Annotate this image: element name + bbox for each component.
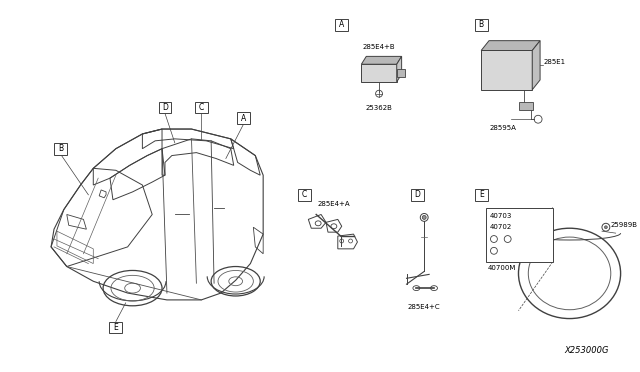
Polygon shape <box>481 41 540 51</box>
Text: 40700M: 40700M <box>488 264 516 270</box>
Text: C: C <box>198 103 204 112</box>
Bar <box>475 189 488 201</box>
Text: A: A <box>339 20 344 29</box>
Text: 25362B: 25362B <box>365 106 392 112</box>
Ellipse shape <box>604 226 607 229</box>
Bar <box>298 189 311 201</box>
Text: X253000G: X253000G <box>564 346 609 355</box>
Text: B: B <box>58 144 63 153</box>
Polygon shape <box>362 57 402 64</box>
Polygon shape <box>362 64 397 82</box>
Bar <box>159 102 172 113</box>
Text: E: E <box>113 323 118 332</box>
Bar <box>486 208 553 262</box>
Text: A: A <box>241 114 246 123</box>
Bar <box>54 143 67 155</box>
Bar <box>520 102 533 110</box>
Bar <box>397 69 404 77</box>
Text: 285E1: 285E1 <box>544 59 566 65</box>
Bar <box>195 102 208 113</box>
Text: 40703: 40703 <box>490 212 513 218</box>
Text: C: C <box>302 190 307 199</box>
Text: D: D <box>162 103 168 112</box>
Text: 285E4+C: 285E4+C <box>408 304 440 310</box>
Bar <box>481 51 532 90</box>
Bar <box>411 189 424 201</box>
Polygon shape <box>532 41 540 90</box>
Text: 285E4+B: 285E4+B <box>363 45 396 51</box>
Ellipse shape <box>422 215 426 219</box>
Text: D: D <box>414 190 420 199</box>
Text: 40702: 40702 <box>490 224 512 230</box>
Text: 285E4+A: 285E4+A <box>317 201 350 206</box>
Bar <box>335 19 348 31</box>
Bar <box>475 19 488 31</box>
Bar <box>237 112 250 124</box>
Text: B: B <box>479 20 484 29</box>
Bar <box>109 321 122 333</box>
Text: E: E <box>479 190 484 199</box>
Polygon shape <box>397 57 402 82</box>
Text: 25989B: 25989B <box>611 222 638 228</box>
Text: 28595A: 28595A <box>489 125 516 131</box>
